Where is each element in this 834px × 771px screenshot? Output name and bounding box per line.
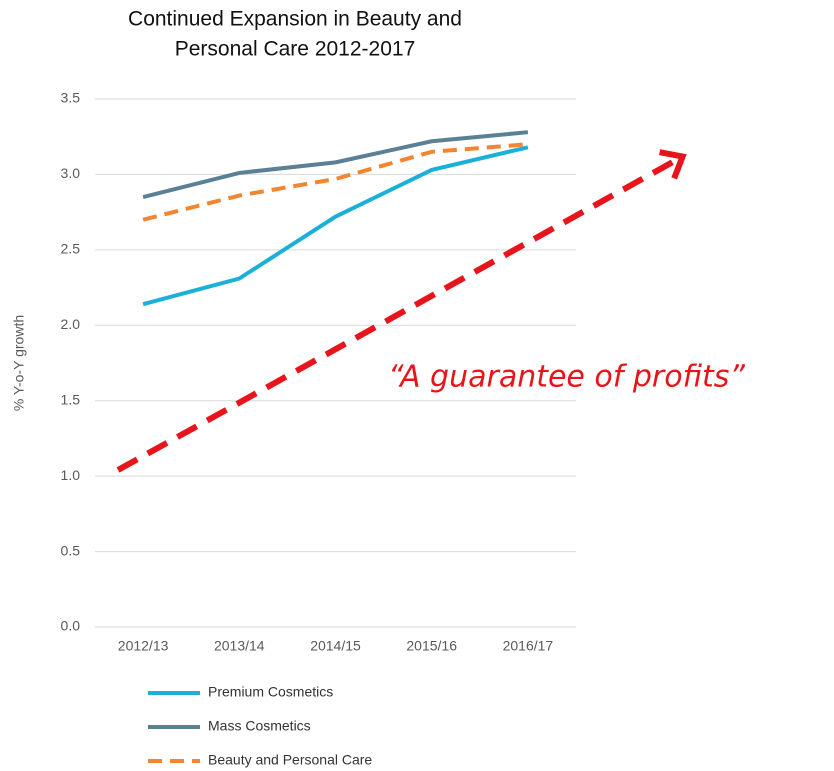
x-tick-label: 2012/13: [118, 638, 169, 654]
x-tick-label: 2015/16: [406, 638, 457, 654]
y-tick-label: 1.5: [61, 391, 81, 407]
y-tick-label: 3.5: [61, 90, 81, 106]
x-tick-label: 2014/15: [310, 638, 361, 654]
series-line: [142, 130, 529, 199]
chart-title: Personal Care 2012-2017: [175, 38, 416, 61]
y-tick-label: 0.0: [61, 618, 81, 634]
y-tick-label: 2.5: [61, 241, 81, 257]
legend-label: Mass Cosmetics: [208, 718, 311, 734]
x-tick-label: 2016/17: [503, 638, 554, 654]
y-tick-label: 1.0: [61, 467, 81, 483]
y-tick-label: 3.0: [61, 165, 81, 181]
trend-arrow: [116, 149, 687, 473]
x-tick-label: 2013/14: [214, 638, 265, 654]
y-axis-label: % Y-o-Y growth: [11, 315, 27, 411]
legend-label: Premium Cosmetics: [208, 684, 333, 700]
series-line: [142, 142, 529, 222]
series-line: [142, 145, 529, 307]
y-tick-label: 0.5: [61, 542, 81, 558]
annotation: “A guarantee of profits”: [388, 360, 745, 395]
legend-label: Beauty and Personal Care: [208, 752, 372, 768]
chart-title: Continued Expansion in Beauty and: [128, 8, 462, 31]
y-tick-label: 2.0: [61, 316, 81, 332]
